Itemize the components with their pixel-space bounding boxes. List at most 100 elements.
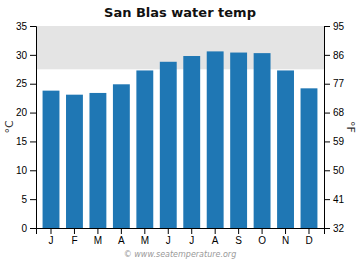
x-tick-mark — [191, 228, 192, 234]
y-tick-label: 0 — [21, 223, 27, 234]
y2-tick-label: 77 — [333, 78, 345, 89]
y-tick-mark — [30, 170, 36, 171]
y-tick-mark — [30, 113, 36, 114]
bar — [113, 84, 130, 228]
y-axis-line — [30, 27, 37, 229]
x-tick: J — [166, 228, 171, 246]
y-tick-mark — [30, 26, 36, 27]
y-tick-label: 35 — [16, 21, 28, 32]
x-tick: N — [282, 228, 289, 246]
x-tick-label: J — [166, 235, 171, 246]
y-tick-label: 15 — [16, 136, 28, 147]
y2-tick: 77 — [324, 78, 345, 89]
y-tick: 30 — [16, 50, 36, 61]
x-tick: S — [235, 228, 242, 246]
y2-tick-mark — [324, 228, 330, 229]
bar — [136, 70, 153, 228]
x-tick: A — [118, 228, 125, 246]
x-tick: F — [71, 228, 77, 246]
y2-axis-line — [325, 27, 331, 229]
x-tick-mark — [215, 228, 216, 234]
x-tick-label: A — [212, 235, 219, 246]
y2-tick-label: 68 — [333, 107, 345, 118]
x-tick-label: D — [305, 235, 312, 246]
marks — [36, 26, 324, 228]
x-tick-mark — [51, 228, 52, 234]
x-tick-mark — [144, 228, 145, 234]
x-tick: M — [141, 228, 149, 246]
y2-tick-mark — [324, 84, 330, 85]
y2-tick-label: 41 — [333, 194, 345, 205]
y2-tick: 68 — [324, 107, 345, 118]
x-tick: A — [212, 228, 219, 246]
x-tick-label: F — [71, 235, 77, 246]
y2-tick: 59 — [324, 136, 345, 147]
y2-tick: 86 — [324, 50, 345, 61]
x-tick: J — [49, 228, 54, 246]
y2-tick-mark — [324, 26, 330, 27]
y2-tick-mark — [324, 113, 330, 114]
y2-tick: 32 — [324, 223, 345, 234]
x-tick-label: S — [235, 235, 242, 246]
x-tick-mark — [285, 228, 286, 234]
y-tick-mark — [30, 199, 36, 200]
bar — [230, 53, 247, 228]
y-axis-title: °C — [3, 120, 16, 134]
chart: J F M A M J J A S O N D 0 5 10 15 20 25 30 35 32 41 50 59 68 77 86… — [0, 0, 360, 260]
y2-axis: 32 41 50 59 68 77 86 95 — [324, 21, 345, 234]
bar — [43, 91, 60, 228]
y-axis: 0 5 10 15 20 25 30 35 — [16, 21, 37, 234]
x-tick-mark — [168, 228, 169, 234]
bar — [66, 95, 83, 228]
x-tick-label: N — [282, 235, 289, 246]
y-tick-label: 30 — [16, 50, 28, 61]
y-tick-mark — [30, 141, 36, 142]
y2-tick: 41 — [324, 194, 345, 205]
y-tick: 15 — [16, 136, 36, 147]
y-tick-mark — [30, 84, 36, 85]
y2-tick-mark — [324, 141, 330, 142]
plot: J F M A M J J A S O N D 0 5 10 15 20 25 30 35 32 41 50 59 68 77 86… — [16, 21, 345, 246]
bar — [89, 93, 106, 228]
y-tick-label: 20 — [16, 107, 28, 118]
bar — [254, 53, 271, 228]
x-tick: D — [305, 228, 312, 246]
x-tick-label: J — [189, 235, 194, 246]
title: San Blas water temp — [104, 5, 256, 20]
annotation: © www.seatemperature.org — [124, 250, 236, 259]
shading-band — [36, 26, 324, 69]
y-tick-label: 10 — [16, 165, 28, 176]
bar — [183, 56, 200, 228]
y-tick: 35 — [16, 21, 36, 32]
x-tick-mark — [238, 228, 239, 234]
y-tick-mark — [30, 55, 36, 56]
y2-axis-title: °F — [344, 121, 357, 133]
y2-tick-label: 95 — [333, 21, 345, 32]
y2-tick-mark — [324, 55, 330, 56]
y2-tick: 50 — [324, 165, 345, 176]
y-tick: 20 — [16, 107, 36, 118]
bar — [301, 88, 318, 228]
y2-tick-label: 59 — [333, 136, 345, 147]
y2-tick-label: 86 — [333, 50, 345, 61]
x-tick-mark — [74, 228, 75, 234]
x-tick-label: M — [141, 235, 149, 246]
y-tick-label: 25 — [16, 78, 28, 89]
y-tick-mark — [30, 228, 36, 229]
x-tick-label: O — [258, 235, 266, 246]
x-tick: J — [189, 228, 194, 246]
y-tick-label: 5 — [21, 194, 27, 205]
y-tick: 10 — [16, 165, 36, 176]
bar — [160, 62, 177, 228]
y2-tick-mark — [324, 170, 330, 171]
y-tick: 25 — [16, 78, 36, 89]
x-tick: M — [94, 228, 102, 246]
x-tick-mark — [262, 228, 263, 234]
x-tick-mark — [308, 228, 309, 234]
y-tick: 5 — [21, 194, 36, 205]
y2-tick-label: 50 — [333, 165, 345, 176]
x-tick-mark — [121, 228, 122, 234]
x-tick-label: A — [118, 235, 125, 246]
x-tick: O — [258, 228, 266, 246]
y2-tick-mark — [324, 199, 330, 200]
